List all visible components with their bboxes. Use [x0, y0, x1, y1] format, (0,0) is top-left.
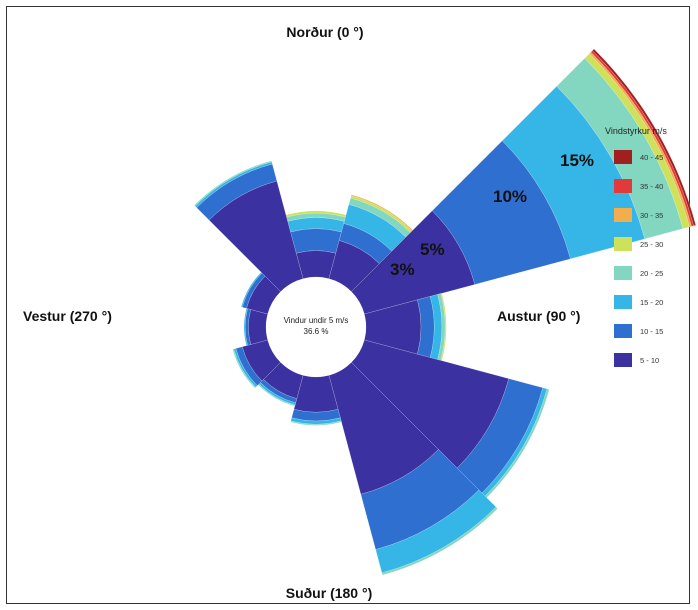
legend-swatch-20-25: [614, 266, 632, 280]
sector-90-10-15: [417, 296, 435, 358]
legend-swatch-5-10: [614, 353, 632, 367]
legend: 40 - 45 35 - 40 30 - 35 25 - 30 20 - 25 15 - …: [614, 150, 663, 367]
sector-90-25-30: [440, 292, 447, 362]
sector-240-15-20: [233, 348, 258, 388]
ring-label-5: 5%: [420, 240, 445, 259]
legend-swatch-35-40: [614, 179, 632, 193]
sector-150-20-25: [381, 506, 498, 576]
sector-150-10-15: [360, 449, 480, 550]
legend-label-40-45: 40 - 45: [640, 153, 663, 162]
legend-title: Vindstyrkur m/s: [605, 126, 667, 136]
sector-270-15-20: [243, 308, 248, 346]
sector-0-10-15: [290, 228, 342, 254]
sector-240-20-25: [232, 348, 257, 389]
legend-swatch-30-35: [614, 208, 632, 222]
legend-label-15-20: 15 - 20: [640, 298, 663, 307]
sector-270-5-10: [248, 309, 269, 345]
ring-label-3: 3%: [390, 260, 415, 279]
sector-180-20-25: [290, 420, 342, 426]
legend-label-35-40: 35 - 40: [640, 182, 663, 191]
sector-330-10-15: [196, 163, 278, 221]
wind-rose-sectors: [193, 48, 697, 576]
calm-label: Vindur undir 5 m/s: [284, 316, 349, 325]
legend-label-10-15: 10 - 15: [640, 327, 663, 336]
sector-330-20-25: [193, 160, 273, 207]
calm-center-circle: [266, 277, 366, 377]
legend-swatch-40-45: [614, 150, 632, 164]
legend-label-20-25: 20 - 25: [640, 269, 663, 278]
ring-label-10: 10%: [493, 187, 527, 206]
ring-label-15: 15%: [560, 151, 594, 170]
legend-swatch-25-30: [614, 237, 632, 251]
east-label: Austur (90 °): [497, 308, 580, 324]
legend-label-30-35: 30 - 35: [640, 211, 663, 220]
north-label: Norður (0 °): [286, 24, 363, 40]
legend-label-25-30: 25 - 30: [640, 240, 663, 249]
south-label: Suður (180 °): [286, 585, 373, 601]
calm-percent: 36.6 %: [304, 327, 329, 336]
legend-swatch-10-15: [614, 324, 632, 338]
legend-label-5-10: 5 - 10: [640, 356, 659, 365]
sector-330-15-20: [194, 161, 273, 208]
west-label: Vestur (270 °): [23, 308, 112, 324]
legend-swatch-15-20: [614, 295, 632, 309]
sector-60-25-30: [584, 53, 690, 229]
